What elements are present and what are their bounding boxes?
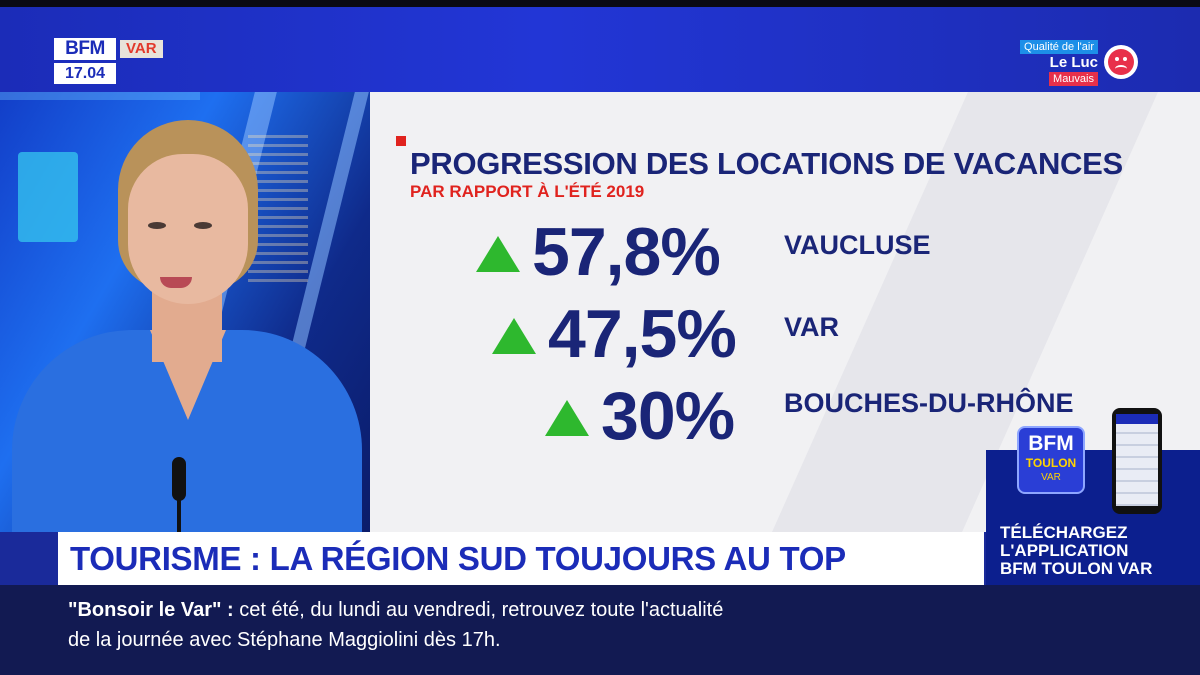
stat-department: BOUCHES-DU-RHÔNE: [784, 388, 1074, 418]
air-quality-widget: Qualité de l'air Le Luc Mauvais: [998, 40, 1138, 88]
promo-logo-sub2: VAR: [1041, 472, 1061, 483]
air-quality-place: Le Luc: [1049, 54, 1098, 71]
background-building: [18, 152, 78, 242]
stat-row-bouches-du-rhone: 30% BOUCHES-DU-RHÔNE: [545, 378, 1145, 454]
up-triangle-icon: [492, 318, 536, 354]
top-band: BFM VAR 17.04 Qualité de l'air Le Luc Ma…: [0, 0, 1200, 92]
stat-row-var: 47,5% VAR: [492, 296, 1092, 372]
promo-line-2: L'APPLICATION: [1000, 541, 1129, 560]
stat-value: 30%: [601, 378, 735, 454]
ticker-line-1: "Bonsoir le Var" : cet été, du lundi au …: [68, 597, 723, 623]
up-triangle-icon: [476, 236, 520, 272]
stat-department: VAR: [784, 312, 840, 342]
promo-line-1: TÉLÉCHARGEZ: [1000, 523, 1128, 542]
top-black-strip: [0, 0, 1200, 7]
app-promo: BFM TOULON VAR TÉLÉCHARGEZ L'APPLICATION…: [986, 408, 1200, 585]
infographic-title: PROGRESSION DES LOCATIONS DE VACANCES: [410, 146, 1123, 181]
phone-icon: [1112, 408, 1162, 514]
promo-logo-text: BFM: [1028, 432, 1074, 455]
promo-line-3: BFM TOULON VAR: [1000, 559, 1153, 578]
headline-text: TOURISME : LA RÉGION SUD TOUJOURS AU TOP: [70, 540, 846, 577]
red-square-marker: [396, 136, 406, 146]
ticker-line-1-text: cet été, du lundi au vendredi, retrouvez…: [233, 599, 724, 621]
infographic-subtitle: PAR RAPPORT À L'ÉTÉ 2019: [410, 182, 645, 201]
stat-row-vaucluse: 57,8% VAUCLUSE: [476, 214, 1076, 290]
stat-value: 57,8%: [532, 214, 721, 290]
stat-value: 47,5%: [548, 296, 737, 372]
microphone: [172, 457, 186, 501]
news-ticker: "Bonsoir le Var" : cet été, du lundi au …: [0, 585, 1200, 675]
bfm-logo-text: BFM: [54, 38, 116, 60]
bfm-toulon-var-logo: BFM TOULON VAR: [1017, 426, 1085, 494]
ticker-line-2: de la journée avec Stéphane Maggiolini d…: [68, 629, 501, 651]
air-quality-status: Mauvais: [1049, 72, 1098, 86]
stat-department: VAUCLUSE: [784, 230, 931, 260]
air-quality-title: Qualité de l'air: [1020, 40, 1098, 54]
studio-presenter-scene: [0, 92, 370, 532]
presenter: [0, 92, 370, 532]
promo-logo-sub1: TOULON: [1025, 456, 1077, 470]
headline-bar: TOURISME : LA RÉGION SUD TOUJOURS AU TOP: [58, 532, 984, 585]
sad-face-icon: [1104, 45, 1138, 79]
ticker-program: "Bonsoir le Var" :: [68, 599, 234, 621]
up-triangle-icon: [545, 400, 589, 436]
background-city-lights: [248, 132, 308, 282]
clock-time: 17.04: [54, 63, 116, 84]
region-label: VAR: [120, 40, 163, 58]
